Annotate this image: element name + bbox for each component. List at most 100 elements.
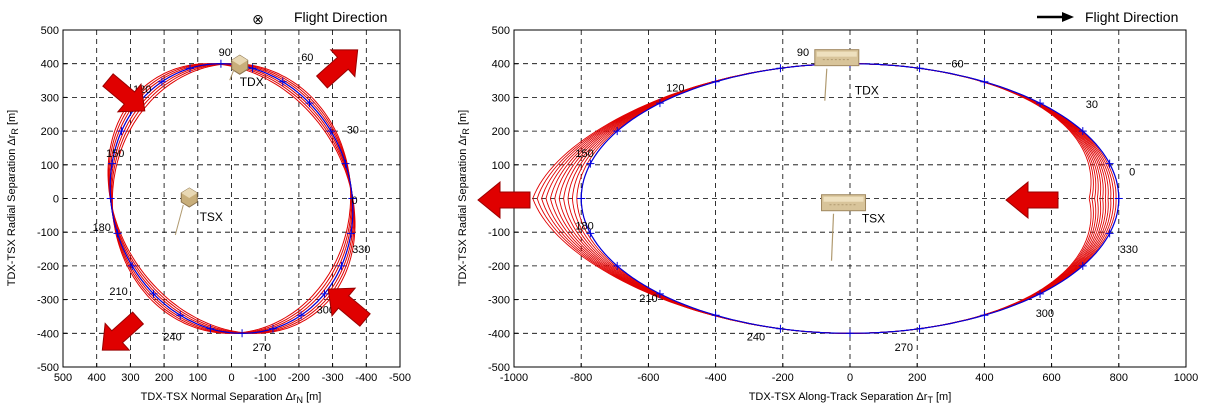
orbit-marker bbox=[1105, 159, 1114, 168]
left-y-axis-label: TDX-TSX Radial Separation ΔrR [m] bbox=[6, 110, 20, 286]
orbit-marker bbox=[711, 77, 720, 86]
x-tick-label: 100 bbox=[189, 372, 207, 384]
angle-label: 0 bbox=[351, 195, 357, 207]
satellite-icon bbox=[814, 49, 860, 101]
orbit-marker bbox=[238, 329, 247, 338]
orbit-marker bbox=[157, 77, 166, 86]
angle-label: 60 bbox=[301, 52, 313, 64]
arrow-icon bbox=[315, 49, 359, 89]
orbit-marker bbox=[320, 289, 329, 298]
orbit-marker bbox=[248, 64, 257, 73]
orbit-marker bbox=[1036, 289, 1045, 298]
angle-label: 150 bbox=[575, 148, 593, 160]
angle-label: 0 bbox=[1129, 167, 1135, 179]
left-x-axis-label: TDX-TSX Normal Separation ΔrN [m] bbox=[141, 391, 322, 405]
orbit-marker bbox=[106, 194, 115, 203]
angle-label: 330 bbox=[352, 244, 370, 256]
angle-label: 90 bbox=[219, 47, 231, 59]
angle-label: 90 bbox=[797, 47, 809, 59]
orbit-marker bbox=[1114, 194, 1123, 203]
orbit-marker bbox=[776, 64, 785, 73]
angle-label: 150 bbox=[106, 148, 124, 160]
x-tick-label: -200 bbox=[288, 372, 310, 384]
y-tick-label: -200 bbox=[488, 261, 510, 273]
angle-label: 60 bbox=[951, 59, 963, 71]
right-y-axis-label: TDX-TSX Radial Separation ΔrR [m] bbox=[457, 110, 471, 286]
x-tick-label: -600 bbox=[637, 372, 659, 384]
x-tick-label: 200 bbox=[155, 372, 173, 384]
arrow-icon bbox=[102, 73, 146, 113]
y-tick-label: -500 bbox=[488, 362, 510, 374]
orbit-marker bbox=[711, 311, 720, 320]
right-satellites: TDX TSX bbox=[814, 49, 885, 261]
y-tick-label: 300 bbox=[492, 92, 510, 104]
orbit-marker bbox=[1105, 229, 1114, 238]
orbit-marker bbox=[186, 64, 195, 73]
left-direction-arrows bbox=[101, 49, 371, 351]
satellite-icon bbox=[174, 187, 198, 236]
orbit-marker bbox=[586, 159, 595, 168]
right-flight-direction: Flight Direction bbox=[1037, 9, 1178, 25]
x-tick-label: -800 bbox=[570, 372, 592, 384]
y-tick-label: 100 bbox=[41, 160, 59, 172]
orbit-marker bbox=[117, 127, 126, 136]
orbit-marker bbox=[268, 324, 277, 333]
angle-label: 300 bbox=[1036, 308, 1054, 320]
orbit-marker bbox=[846, 329, 854, 338]
x-tick-label: 0 bbox=[228, 372, 234, 384]
orbit-marker bbox=[915, 64, 924, 73]
orbit-marker bbox=[915, 324, 924, 333]
left-flight-direction: ⊗ Flight Direction bbox=[252, 9, 387, 27]
x-tick-label: -300 bbox=[322, 372, 344, 384]
orbit-marker bbox=[113, 229, 122, 238]
angle-label: 120 bbox=[666, 82, 684, 94]
orbit-marker bbox=[297, 311, 306, 320]
orbit-marker bbox=[326, 127, 335, 136]
x-tick-label: 400 bbox=[88, 372, 106, 384]
left-satellites: TDX TSX bbox=[174, 54, 264, 236]
angle-label: 330 bbox=[1120, 244, 1138, 256]
orbit-marker bbox=[1036, 99, 1045, 108]
orbit-marker bbox=[1078, 127, 1087, 136]
x-tick-label: -1000 bbox=[500, 372, 528, 384]
orbit-marker bbox=[348, 194, 357, 203]
left-flight-direction-symbol-icon: ⊗ bbox=[252, 11, 264, 27]
orbit-marker bbox=[613, 261, 622, 270]
orbit-marker bbox=[980, 311, 989, 320]
angle-label: 270 bbox=[895, 342, 913, 354]
arrow-icon bbox=[477, 180, 531, 220]
x-tick-label: 600 bbox=[1042, 372, 1060, 384]
y-tick-label: -200 bbox=[37, 261, 59, 273]
orbit-marker bbox=[149, 289, 158, 298]
right-flight-direction-arrow-icon bbox=[1037, 12, 1074, 22]
orbit-marker bbox=[1078, 261, 1087, 270]
left-flight-direction-label: Flight Direction bbox=[294, 9, 387, 25]
angle-label: 30 bbox=[347, 124, 359, 136]
x-tick-label: 800 bbox=[1110, 372, 1128, 384]
angle-label: 180 bbox=[575, 220, 593, 232]
x-tick-label: -400 bbox=[705, 372, 727, 384]
arrow-icon bbox=[327, 287, 371, 327]
y-tick-label: -100 bbox=[488, 227, 510, 239]
satellite-label: TSX bbox=[862, 212, 885, 226]
orbit-marker bbox=[216, 59, 225, 68]
y-tick-label: 100 bbox=[492, 160, 510, 172]
x-tick-label: 300 bbox=[121, 372, 139, 384]
right-chart: Flight Direction -1000 -800 -600 -400 -200 0 2… bbox=[457, 9, 1198, 405]
x-tick-label: 0 bbox=[847, 372, 853, 384]
y-tick-label: 200 bbox=[41, 126, 59, 138]
x-tick-label: -500 bbox=[389, 372, 411, 384]
orbit-marker bbox=[980, 77, 989, 86]
satellite-label: TDX bbox=[855, 84, 879, 98]
orbit-marker bbox=[655, 99, 664, 108]
orbit-marker bbox=[341, 159, 350, 168]
orbit-marker bbox=[346, 229, 355, 238]
angle-label: 30 bbox=[1086, 99, 1098, 111]
satellite-label: TDX bbox=[240, 75, 264, 89]
y-tick-label: -300 bbox=[37, 295, 59, 307]
y-tick-label: -500 bbox=[37, 362, 59, 374]
angle-label: 210 bbox=[109, 286, 127, 298]
right-angle-labels: 0 30 60 90 120 150 180 210 240 270 300 330 bbox=[575, 47, 1138, 354]
x-tick-label: -100 bbox=[254, 372, 276, 384]
